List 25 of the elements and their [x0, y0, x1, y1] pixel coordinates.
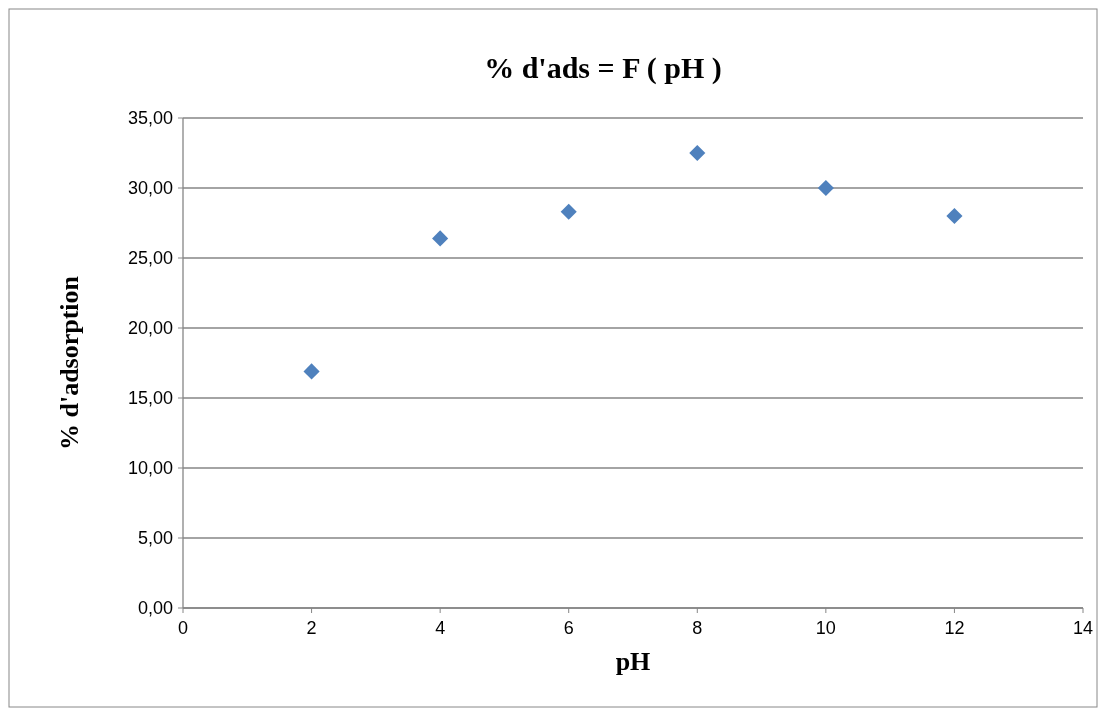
chart-title: % d'ads = F ( pH ) — [484, 51, 722, 85]
point — [432, 230, 449, 247]
y-tick-label: 5,00 — [137, 528, 173, 549]
x-tick-label: 14 — [1072, 618, 1094, 638]
x-tick-label: 2 — [306, 618, 317, 638]
y-tick-label: 15,00 — [127, 388, 173, 409]
y-tick-label: 10,00 — [127, 458, 173, 479]
y-tick-label: 25,00 — [127, 248, 173, 269]
point — [303, 363, 320, 380]
x-axis-title: pH — [615, 647, 651, 676]
y-tick-label: 30,00 — [127, 178, 173, 199]
point — [689, 144, 706, 162]
point — [560, 203, 577, 220]
point — [817, 179, 834, 197]
x-tick-label: 12 — [944, 618, 965, 638]
y-tick-label: 0,00 — [137, 598, 173, 619]
x-tick-label: 8 — [692, 618, 703, 638]
x-tick-label: 6 — [563, 618, 574, 638]
y-axis-title: % d'adsorption — [55, 275, 84, 451]
y-tick-label: 35,00 — [127, 108, 173, 129]
x-tick-label: 10 — [815, 618, 836, 638]
x-tick-label: 0 — [177, 618, 189, 638]
x-tick-label: 4 — [435, 618, 446, 638]
point — [946, 207, 963, 225]
y-tick-label: 20,00 — [127, 318, 173, 339]
